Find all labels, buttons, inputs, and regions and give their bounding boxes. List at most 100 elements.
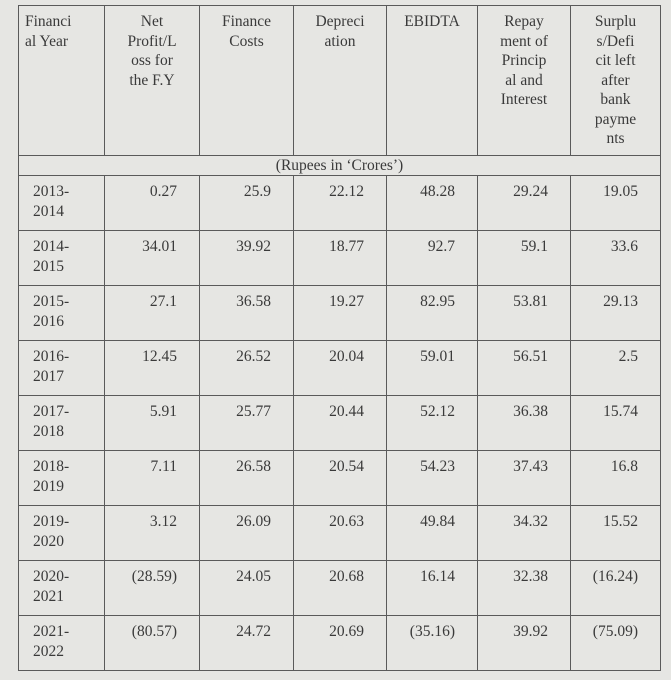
value-cell: 25.9 bbox=[199, 175, 294, 231]
value-cell: 26.58 bbox=[199, 450, 294, 506]
value-cell: 36.58 bbox=[199, 285, 294, 341]
value: 53.81 bbox=[513, 293, 548, 310]
value: 20.54 bbox=[329, 458, 364, 475]
value: 20.63 bbox=[329, 513, 364, 530]
data-row: 2020-2021 (28.59) 24.05 20.68 16.14 32.38 (16.… bbox=[18, 560, 661, 616]
year: 2020-2021 bbox=[33, 568, 70, 605]
value-cell: 22.12 bbox=[293, 175, 387, 231]
year-cell: 2020-2021 bbox=[18, 560, 105, 616]
value: 19.27 bbox=[329, 293, 364, 310]
header-line: ation bbox=[324, 32, 356, 50]
year-cell: 2019-2020 bbox=[18, 505, 105, 561]
value-cell: 59.1 bbox=[477, 230, 571, 286]
value: (80.57) bbox=[131, 623, 177, 640]
value: 16.8 bbox=[610, 458, 638, 475]
value-cell: (16.24) bbox=[570, 560, 661, 616]
value-cell: 54.23 bbox=[386, 450, 478, 506]
value: 24.72 bbox=[236, 623, 271, 640]
value: 20.44 bbox=[329, 403, 364, 420]
value: 36.38 bbox=[513, 403, 548, 420]
value-cell: 20.68 bbox=[293, 560, 387, 616]
value-cell: 20.04 bbox=[293, 340, 387, 396]
year: 2021-2022 bbox=[33, 623, 70, 660]
value: 19.05 bbox=[603, 183, 638, 200]
unit-row: (Rupees in ‘Crores’) bbox=[18, 154, 661, 176]
header-cell: Financi al Year bbox=[18, 5, 105, 156]
value: 56.51 bbox=[513, 348, 548, 365]
value-cell: 49.84 bbox=[386, 505, 478, 561]
value: 54.23 bbox=[420, 458, 455, 475]
value-cell: 48.28 bbox=[386, 175, 478, 231]
value-cell: 20.69 bbox=[293, 615, 387, 671]
value: 2.5 bbox=[618, 348, 638, 365]
value-cell: 29.24 bbox=[477, 175, 571, 231]
value: 25.77 bbox=[236, 403, 271, 420]
value-cell: 26.52 bbox=[199, 340, 294, 396]
header-line: Interest bbox=[500, 91, 548, 108]
value: 18.77 bbox=[329, 238, 364, 255]
data-row: 2016-2017 12.45 26.52 20.04 59.01 56.51 2.5 bbox=[18, 340, 661, 396]
value: 26.58 bbox=[236, 458, 271, 475]
data-row: 2014-2015 34.01 39.92 18.77 92.7 59.1 33.6 bbox=[18, 230, 661, 286]
header-line: Finance bbox=[221, 13, 272, 30]
value-cell: 24.05 bbox=[199, 560, 294, 616]
value-cell: 20.44 bbox=[293, 395, 387, 451]
value-cell: 32.38 bbox=[477, 560, 571, 616]
value: 92.7 bbox=[427, 238, 455, 255]
year: 2016-2017 bbox=[33, 348, 70, 385]
value-cell: 16.14 bbox=[386, 560, 478, 616]
header-row: Financi al Year Net Profit/L oss for the F.Y F… bbox=[18, 5, 661, 156]
year: 2018-2019 bbox=[33, 458, 70, 495]
value-cell: 53.81 bbox=[477, 285, 571, 341]
year-cell: 2016-2017 bbox=[18, 340, 105, 396]
value: 3.12 bbox=[149, 513, 177, 530]
value-cell: (80.57) bbox=[104, 615, 200, 671]
value: 5.91 bbox=[149, 403, 177, 420]
value-cell: 19.27 bbox=[293, 285, 387, 341]
year: 2014-2015 bbox=[33, 238, 70, 275]
value: 59.01 bbox=[420, 348, 455, 365]
year-cell: 2014-2015 bbox=[18, 230, 105, 286]
unit-cell: (Rupees in ‘Crores’) bbox=[18, 154, 661, 176]
value: (75.09) bbox=[592, 623, 638, 640]
value: (28.59) bbox=[131, 568, 177, 585]
year-cell: 2013-2014 bbox=[18, 175, 105, 231]
header-line: cit left bbox=[595, 52, 636, 69]
value: 20.69 bbox=[329, 623, 364, 640]
value: 0.27 bbox=[149, 183, 177, 200]
header-line: nts bbox=[606, 130, 625, 147]
value: 16.14 bbox=[420, 568, 455, 585]
value: 29.13 bbox=[603, 293, 638, 310]
value-cell: 34.01 bbox=[104, 230, 200, 286]
header-line: payme bbox=[594, 110, 637, 128]
value: 26.09 bbox=[236, 513, 271, 530]
data-row: 2019-2020 3.12 26.09 20.63 49.84 34.32 15.52 bbox=[18, 505, 661, 561]
value-cell: 2.5 bbox=[570, 340, 661, 396]
value: 26.52 bbox=[236, 348, 271, 365]
value-cell: 7.11 bbox=[104, 450, 200, 506]
value-cell: 19.05 bbox=[570, 175, 661, 231]
value-cell: 33.6 bbox=[570, 230, 661, 286]
header-cell: Repay ment of Princip al and Interest bbox=[477, 5, 571, 156]
year: 2019-2020 bbox=[33, 513, 70, 550]
header-line: Depreci bbox=[315, 13, 365, 30]
data-row: 2017-2018 5.91 25.77 20.44 52.12 36.38 15.74 bbox=[18, 395, 661, 451]
header-line: bank bbox=[600, 91, 631, 108]
header-line: Repay bbox=[504, 13, 544, 30]
value-cell: 16.8 bbox=[570, 450, 661, 506]
value: 52.12 bbox=[420, 403, 455, 420]
value-cell: (75.09) bbox=[570, 615, 661, 671]
header-line: Financi bbox=[25, 13, 72, 30]
year-cell: 2017-2018 bbox=[18, 395, 105, 451]
value-cell: 0.27 bbox=[104, 175, 200, 231]
year-cell: 2015-2016 bbox=[18, 285, 105, 341]
value-cell: 56.51 bbox=[477, 340, 571, 396]
data-row: 2018-2019 7.11 26.58 20.54 54.23 37.43 16.8 bbox=[18, 450, 661, 506]
header-line: al and bbox=[505, 71, 543, 89]
header-line: Princip bbox=[501, 52, 547, 69]
value: (16.24) bbox=[592, 568, 638, 585]
header-line: s/Defi bbox=[596, 32, 635, 50]
value: 82.95 bbox=[420, 293, 455, 310]
value-cell: 29.13 bbox=[570, 285, 661, 341]
value-cell: 24.72 bbox=[199, 615, 294, 671]
